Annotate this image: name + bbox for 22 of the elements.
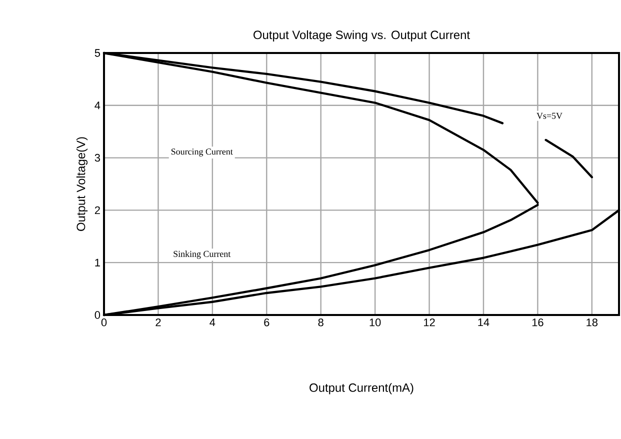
y-tick-label: 5 — [94, 49, 100, 57]
y-axis-title: Output Voltage(V) — [76, 137, 88, 231]
annotation: Vs=5V — [536, 112, 562, 119]
x-tick-label: 12 — [424, 318, 435, 326]
y-tick-label: 4 — [94, 102, 100, 110]
annotation: Sourcing Current — [171, 148, 233, 156]
x-tick-label: 0 — [101, 318, 107, 326]
x-tick-label: 16 — [532, 318, 544, 326]
y-tick-label: 2 — [94, 206, 100, 214]
y-tick-label: 0 — [94, 311, 100, 319]
x-tick-label: 6 — [264, 318, 270, 326]
x-tick-label: 8 — [318, 318, 324, 326]
chart-title: Output Voltage Swing vs. Output Current — [254, 30, 470, 42]
x-tick-label: 4 — [210, 318, 216, 326]
x-tick-label: 14 — [478, 318, 490, 326]
y-tick-label: 1 — [95, 258, 100, 266]
annotation: Sinking Current — [174, 250, 231, 259]
x-tick-label: 10 — [370, 318, 381, 326]
x-tick-label: 2 — [156, 318, 161, 326]
x-tick-label: 18 — [586, 318, 598, 326]
x-axis-title: Output Current(mA) — [310, 383, 414, 394]
y-tick-label: 3 — [94, 154, 100, 162]
